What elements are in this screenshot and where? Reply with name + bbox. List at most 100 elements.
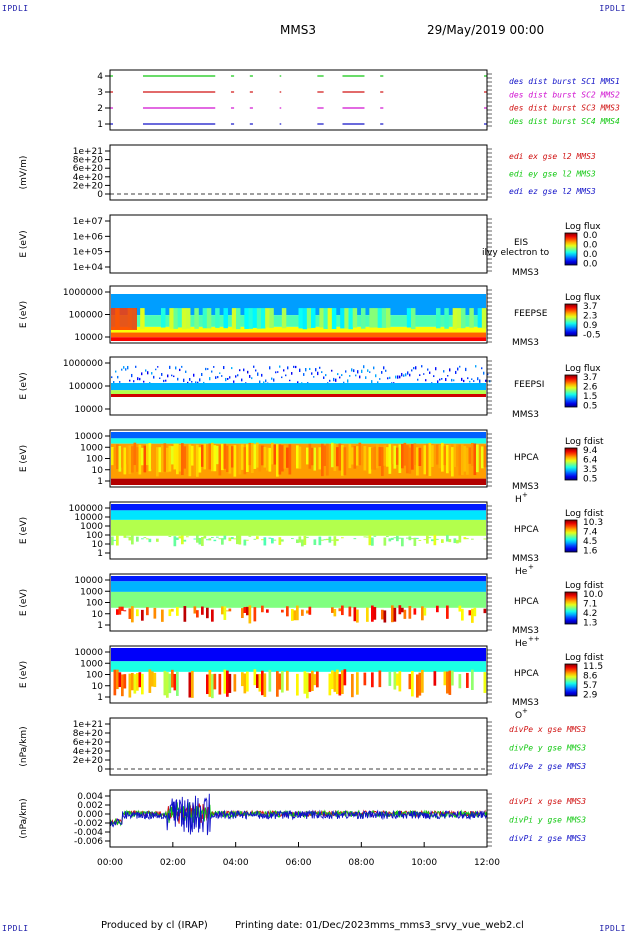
spectrogram-cell: [235, 375, 237, 378]
spectrogram-cell: [141, 673, 144, 695]
spectrogram-cell: [403, 374, 405, 377]
y-tick-label: 1: [97, 477, 103, 487]
spectrogram-cell: [473, 443, 477, 476]
spectrogram-cell: [416, 537, 419, 539]
spectrogram-cell: [201, 372, 203, 376]
spectrogram-cell: [257, 372, 259, 376]
spectrogram-cell: [456, 308, 462, 329]
spectrogram-cell: [361, 308, 366, 329]
y-tick-label: 6e+20: [73, 164, 104, 174]
spectrogram-cell: [243, 447, 247, 475]
spectrogram-cell: [436, 538, 439, 540]
spectrogram-cell: [471, 608, 474, 623]
spectrogram-cell: [371, 447, 374, 470]
spectrogram-cell: [383, 610, 387, 623]
y-tick-label: 1e+07: [73, 217, 103, 227]
y-tick-label: 0: [97, 765, 103, 775]
spectrogram-cell: [308, 606, 312, 615]
spectrogram-cell: [381, 308, 387, 328]
spectrogram-cell: [471, 538, 474, 540]
spectrogram-cell: [393, 671, 397, 690]
spectrogram-cell: [469, 380, 471, 383]
spectrogram-cell: [476, 444, 479, 473]
spectrogram-cell: [487, 373, 489, 376]
spectrogram-cell: [313, 447, 317, 471]
spectrogram-cell: [179, 368, 181, 372]
spectrogram-cell: [141, 447, 144, 466]
footer-produced-by: Produced by cl (IRAP): [101, 920, 208, 931]
spectrogram-cell: [129, 379, 131, 382]
spectrogram-cell: [213, 445, 217, 472]
spectrogram-cell: [111, 447, 114, 466]
legend-entry: des dist burst SC1 MMS1: [509, 77, 620, 86]
spectrogram-cell: [216, 536, 219, 538]
spectrogram-cell: [113, 447, 117, 466]
spectrogram-cell: [331, 670, 334, 690]
legend-entry: des dist burst SC4 MMS4: [509, 117, 620, 126]
spectrogram-band: [111, 383, 486, 391]
spectrogram-cell: [153, 607, 157, 619]
spectrogram-cell: [133, 380, 135, 383]
spectrogram-cell: [427, 368, 429, 371]
instrument-name: FEEPSI: [514, 380, 544, 390]
spectrogram-cell: [371, 605, 374, 622]
spectrogram-cell: [136, 609, 139, 617]
spectrogram-cell: [198, 447, 202, 473]
spectrogram-cell: [278, 444, 282, 475]
spectrogram-cell: [116, 535, 119, 546]
spectrogram-texture: [111, 442, 487, 477]
colorbar-tick-label: 2.9: [583, 691, 598, 701]
spectrogram-cell: [137, 377, 139, 381]
colorbar: [564, 591, 578, 625]
spectrogram-cell: [331, 607, 334, 613]
spectrogram-cell: [256, 674, 259, 689]
y-tick-label: 10000: [74, 432, 103, 442]
y-tick-label: 10: [92, 540, 104, 550]
spectrogram-cell: [133, 442, 137, 466]
spectrogram-cell: [331, 442, 334, 468]
spectrogram-cell: [273, 444, 277, 465]
spectrogram-cell: [327, 308, 333, 329]
spectrogram-cell: [293, 365, 295, 368]
spectrogram-cell: [403, 442, 407, 466]
colorbar-tick-label: 7.4: [583, 528, 598, 538]
spectrogram-cell: [387, 377, 389, 380]
spectrogram-cell: [283, 369, 285, 372]
spectrogram-cell: [308, 443, 312, 469]
spectrogram-cell: [171, 669, 174, 688]
y-tick-label: 1000000: [63, 359, 103, 369]
spectrogram-cell: [181, 365, 183, 368]
spectrogram-cell: [391, 444, 394, 465]
spectrogram-cell: [146, 607, 149, 616]
spectrogram-cell: [313, 674, 317, 686]
y-tick-label: 100000: [69, 504, 104, 514]
spectrogram-cell: [273, 539, 277, 541]
spectrogram-cell: [428, 442, 432, 477]
spectrogram-cell: [303, 671, 307, 694]
spectrogram-cell: [418, 447, 422, 467]
spectrogram-cell: [321, 371, 323, 374]
y-axis-label: E (eV): [19, 661, 29, 688]
spectrogram-band: [111, 576, 486, 582]
spectrogram-cell: [121, 445, 124, 468]
spectrogram-cell: [368, 447, 372, 474]
spectrogram-cell: [223, 606, 227, 620]
spectrogram-cell: [401, 443, 404, 469]
species-label: O: [515, 711, 522, 721]
spectrogram-cell: [451, 447, 454, 477]
spectrogram-cell: [451, 670, 454, 686]
y-tick-label: 10: [92, 466, 104, 476]
spectrogram-cell: [218, 445, 222, 476]
spectrogram-cell: [413, 608, 417, 615]
spectrogram-cell: [223, 366, 225, 370]
legend-entry: divPi y gse MMS3: [509, 816, 586, 825]
spectrogram-cell: [341, 374, 343, 377]
spectrogram-cell: [208, 443, 212, 470]
spectrogram-cell: [116, 444, 119, 470]
spectrogram-cell: [226, 445, 229, 473]
series-line: [109, 793, 488, 836]
spectrogram-cell: [411, 443, 414, 470]
spectrogram-cell: [221, 538, 224, 545]
spectrogram-cell: [369, 371, 371, 373]
spectrogram-band: [111, 591, 486, 608]
